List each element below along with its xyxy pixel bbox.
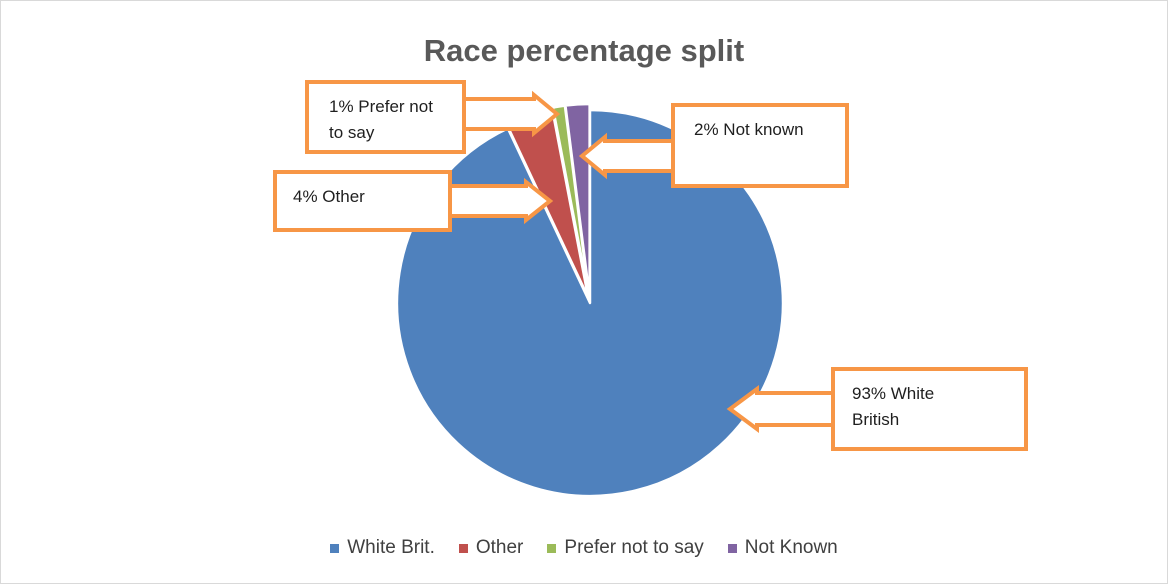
callout-label-not-known: 2% Not known	[694, 120, 804, 139]
legend-label: White Brit.	[347, 537, 435, 558]
callout-box-not-known	[671, 103, 849, 188]
callout-box-white-british	[831, 367, 1028, 451]
legend-item-not-known: Not Known	[727, 537, 838, 559]
callout-label-other: 4% Other	[293, 187, 365, 206]
legend-label: Prefer not to say	[564, 537, 704, 558]
legend-label: Not Known	[744, 537, 838, 558]
legend-item-other: Other	[458, 537, 524, 559]
callout-box-prefer-not-to-say	[305, 80, 466, 154]
chart-title: Race percentage split	[423, 33, 745, 68]
legend-swatch	[330, 543, 340, 553]
callout-arrow-other	[448, 177, 554, 225]
callout-label-prefer-not-to-say: 1% Prefer not to say	[329, 97, 433, 142]
legend-label: Other	[475, 537, 524, 558]
legend-swatch	[547, 543, 557, 553]
chart-legend: White Brit. Other Prefer not to say Not …	[0, 537, 1168, 559]
callout-arrow-not-known	[578, 132, 675, 180]
legend-item-prefer-not-to-say: Prefer not to say	[547, 537, 704, 559]
callout-arrow-white-british	[726, 385, 835, 433]
callout-label-white-british: 93% White British	[852, 384, 935, 429]
legend-item-white-brit: White Brit.	[330, 537, 435, 559]
legend-swatch	[458, 543, 468, 553]
callout-arrow-prefer-not-to-say	[462, 90, 561, 138]
legend-swatch	[727, 543, 737, 553]
